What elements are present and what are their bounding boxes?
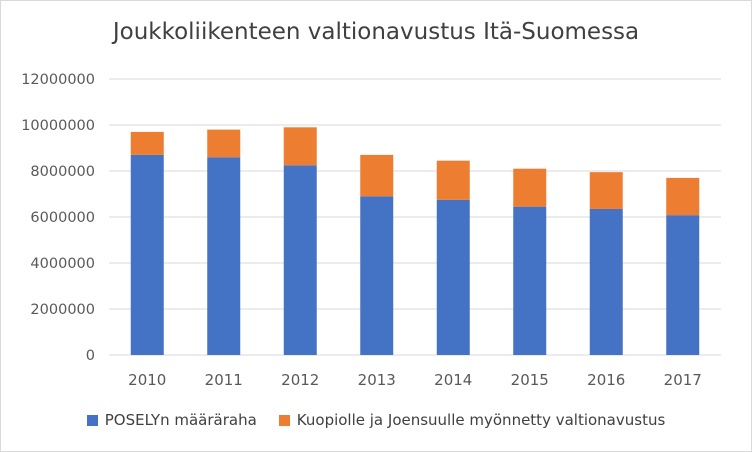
legend-swatch-kuopio-joensuu [278, 414, 290, 426]
x-tick-label: 2016 [587, 371, 625, 389]
bar-kuopio-joensuu [436, 160, 470, 200]
x-tick-label: 2015 [511, 371, 549, 389]
bar-kuopio-joensuu [360, 154, 394, 197]
bar-poselyn [589, 208, 623, 355]
legend-label-kuopio-joensuu: Kuopiolle ja Joensuulle myönnetty valtio… [296, 411, 666, 429]
bar-kuopio-joensuu [130, 131, 164, 155]
bar-poselyn [130, 154, 164, 355]
y-tick-label: 10000000 [21, 118, 95, 134]
y-tick-label: 6000000 [30, 210, 95, 226]
x-tick-label: 2014 [434, 371, 472, 389]
bar-poselyn [283, 165, 317, 355]
bar-kuopio-joensuu [283, 127, 317, 166]
y-tick-label: 4000000 [30, 256, 95, 272]
y-tick-label: 12000000 [21, 72, 95, 88]
legend-item-kuopio-joensuu: Kuopiolle ja Joensuulle myönnetty valtio… [278, 411, 666, 429]
bar-kuopio-joensuu [513, 168, 547, 207]
legend: POSELYn määräraha Kuopiolle ja Joensuull… [1, 411, 751, 429]
bar-kuopio-joensuu [666, 177, 700, 216]
y-tick-label: 0 [86, 348, 95, 364]
x-tick-label: 2012 [281, 371, 319, 389]
chart-title: Joukkoliikenteen valtionavustus Itä-Suom… [112, 19, 640, 45]
legend-item-poselyn: POSELYn määräraha [86, 411, 257, 429]
bar-kuopio-joensuu [589, 172, 623, 209]
legend-label-poselyn: POSELYn määräraha [104, 411, 257, 429]
x-tick-label: 2013 [358, 371, 396, 389]
x-tick-label: 2011 [205, 371, 243, 389]
bar-poselyn [436, 199, 470, 355]
bar-poselyn [666, 215, 700, 355]
bar-poselyn [513, 206, 547, 355]
x-tick-label: 2017 [664, 371, 702, 389]
y-tick-label: 8000000 [30, 164, 95, 180]
legend-swatch-poselyn [86, 414, 98, 426]
y-tick-label: 2000000 [30, 302, 95, 318]
x-tick-label: 2010 [128, 371, 166, 389]
bar-poselyn [207, 157, 241, 355]
bar-kuopio-joensuu [207, 129, 241, 158]
bar-poselyn [360, 196, 394, 355]
